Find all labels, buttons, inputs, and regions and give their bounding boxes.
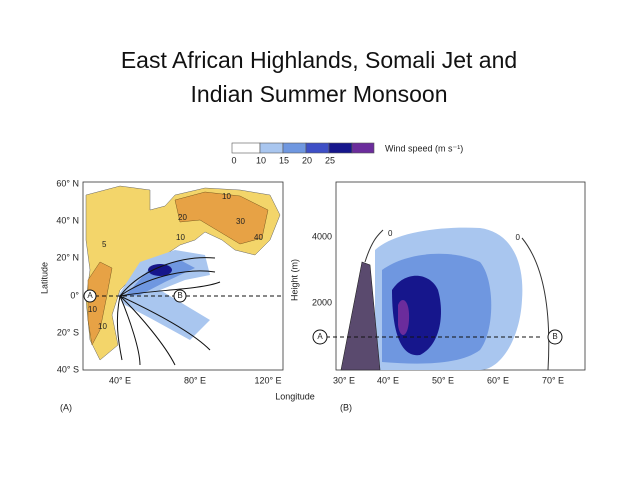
zero-contour [521,237,550,371]
colorbar-cell [231,142,261,154]
lat-label: 60° N [56,178,79,188]
jet-core [125,260,195,296]
y-title: Latitude [39,262,49,294]
contour-label: 40 [254,233,263,242]
lat-label: 20° N [56,252,79,262]
point-label: B [552,332,557,341]
colorbar-caption: Wind speed (m s⁻¹) [385,143,463,153]
point-marker [173,289,187,303]
lon-label: 120° E [254,375,281,385]
lon-label: 60° E [487,375,509,385]
wind-25 [392,275,441,356]
colorbar-cell [305,142,330,154]
colorbar-cell [351,142,375,154]
lat-label: 0° [70,290,79,300]
lat-label: 40° N [56,215,79,225]
colorbar-label: 10 [256,155,266,165]
zero-contour [364,229,384,263]
contour-label: 0 [516,233,521,242]
contour-label: 10 [88,305,97,314]
point-label: B [177,291,182,300]
lon-label: 80° E [184,375,206,385]
panel-b [312,181,586,371]
x-title: Longitude [275,391,315,401]
panel-tag: (A) [60,402,72,412]
height-label: 2000 [312,297,332,307]
title-line: East African Highlands, Somali Jet and [121,47,517,73]
lon-label: 50° E [432,375,454,385]
colorbar-label: 15 [279,155,289,165]
point-marker [547,329,563,345]
height-label: 4000 [312,231,332,241]
highland [87,261,113,346]
streamlines [116,257,221,366]
highland [174,191,269,245]
colorbar-cell [282,142,307,154]
jet-max [148,264,172,276]
lon-label: 70° E [542,375,564,385]
contour-label: 0 [388,229,393,238]
contour-label: 10 [222,192,231,201]
lon-label: 40° E [109,375,131,385]
title-line: Indian Summer Monsoon [191,81,448,107]
colorbar-label: 25 [325,155,335,165]
lat-label: 20° S [57,327,79,337]
contour-label: 10 [98,322,107,331]
colorbar-label: 0 [231,155,236,165]
point-marker [312,329,328,345]
contour-label: 5 [102,240,107,249]
mountain [340,261,381,371]
panel-tag: (B) [340,402,352,412]
colorbar-cell [328,142,353,154]
lat-label: 40° S [57,364,79,374]
jet [118,250,210,340]
contour-label: 20 [178,213,187,222]
colorbar-label: 20 [302,155,312,165]
colorbar [231,142,375,154]
colorbar-cell [259,142,284,154]
contour-label: 30 [236,217,245,226]
lon-label: 40° E [377,375,399,385]
y-title: Height (m) [289,259,299,301]
point-marker [83,289,97,303]
wind-max [398,300,410,336]
point-label: A [87,291,93,300]
panel-a [82,181,284,371]
lon-label: 30° E [333,375,355,385]
contour-label: 10 [176,233,185,242]
point-label: A [317,332,323,341]
